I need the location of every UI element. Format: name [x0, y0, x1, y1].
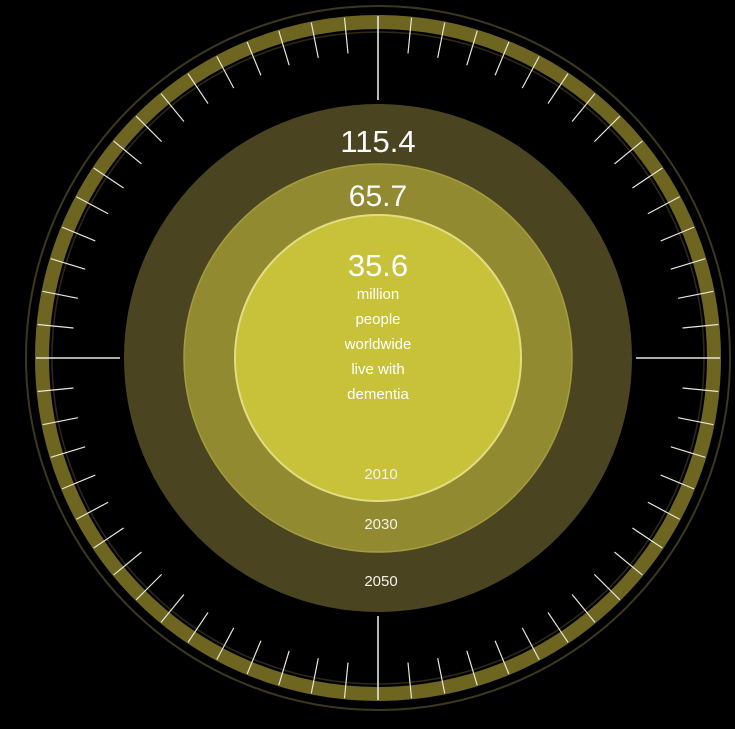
dial-tick: [521, 627, 540, 660]
dial-ticks: [36, 16, 720, 700]
description-line: worldwide: [344, 336, 412, 353]
dial-tick: [682, 323, 719, 329]
dial-tick: [310, 658, 319, 694]
dial-tick: [632, 167, 663, 189]
dial-tick: [37, 323, 74, 329]
dial-tick: [50, 258, 86, 270]
dial-tick: [660, 226, 695, 242]
dial-tick: [278, 650, 290, 686]
description-line: live with: [351, 361, 404, 378]
dial-tick: [93, 527, 124, 549]
dial-tick: [682, 387, 719, 393]
dial-tick: [670, 258, 706, 270]
dial-tick: [647, 501, 680, 520]
dial-tick: [187, 612, 209, 643]
description-line: dementia: [347, 386, 409, 403]
dial: [25, 5, 731, 711]
dial-tick: [42, 417, 78, 426]
dial-tick: [614, 140, 643, 165]
year-label-2030: 2030: [364, 516, 397, 533]
dial-tick: [343, 17, 349, 54]
dial-tick: [494, 41, 510, 76]
dial-tick: [160, 594, 185, 623]
value-label-2030: 65.7: [349, 180, 407, 213]
dial-tick: [61, 226, 96, 242]
dial-tick: [37, 387, 74, 393]
description: million people worldwide live with demen…: [344, 286, 412, 403]
dial-tick: [76, 196, 109, 215]
dial-tick: [571, 93, 596, 122]
bubble-circles: [124, 104, 632, 612]
dial-tick: [437, 22, 446, 58]
dial-tick: [246, 640, 262, 675]
dial-tick: [113, 551, 142, 576]
dial-tick: [670, 446, 706, 458]
dial-tick: [61, 474, 96, 490]
description-line: people: [355, 311, 400, 328]
dial-tick: [216, 56, 235, 89]
dial-tick: [135, 115, 163, 143]
value-label-2010: 35.6: [348, 248, 408, 283]
dial-tick: [437, 658, 446, 694]
dial-tick: [76, 501, 109, 520]
description-line: million: [357, 286, 400, 303]
dial-tick: [494, 640, 510, 675]
dial-tick: [135, 573, 163, 601]
dial-tick: [547, 612, 569, 643]
year-label-2050: 2050: [364, 573, 397, 590]
dial-tick: [216, 627, 235, 660]
dial-tick: [678, 290, 714, 299]
dial-tick: [278, 30, 290, 66]
dial-tick: [547, 73, 569, 104]
dial-tick: [113, 140, 142, 165]
dial-tick: [660, 474, 695, 490]
dial-tick: [647, 196, 680, 215]
dial-tick: [678, 417, 714, 426]
dial-tick: [187, 73, 209, 104]
value-label-2050: 115.4: [340, 124, 415, 159]
dial-tick: [407, 17, 413, 54]
dial-tick: [521, 56, 540, 89]
dial-tick: [407, 662, 413, 699]
dial-tick: [160, 93, 185, 122]
dial-tick: [93, 167, 124, 189]
dial-tick: [593, 573, 621, 601]
dial-tick: [42, 290, 78, 299]
circle-2010: [234, 214, 522, 502]
dial-tick: [571, 594, 596, 623]
dial-tick: [466, 30, 478, 66]
dial-tick: [614, 551, 643, 576]
dial-tick: [632, 527, 663, 549]
dial-tick: [343, 662, 349, 699]
dial-tick: [50, 446, 86, 458]
dial-tick: [466, 650, 478, 686]
dial-tick: [310, 22, 319, 58]
dial-outer-rim: [25, 5, 731, 711]
dial-tick: [593, 115, 621, 143]
dial-tick: [246, 41, 262, 76]
year-label-2010: 2010: [364, 466, 397, 483]
